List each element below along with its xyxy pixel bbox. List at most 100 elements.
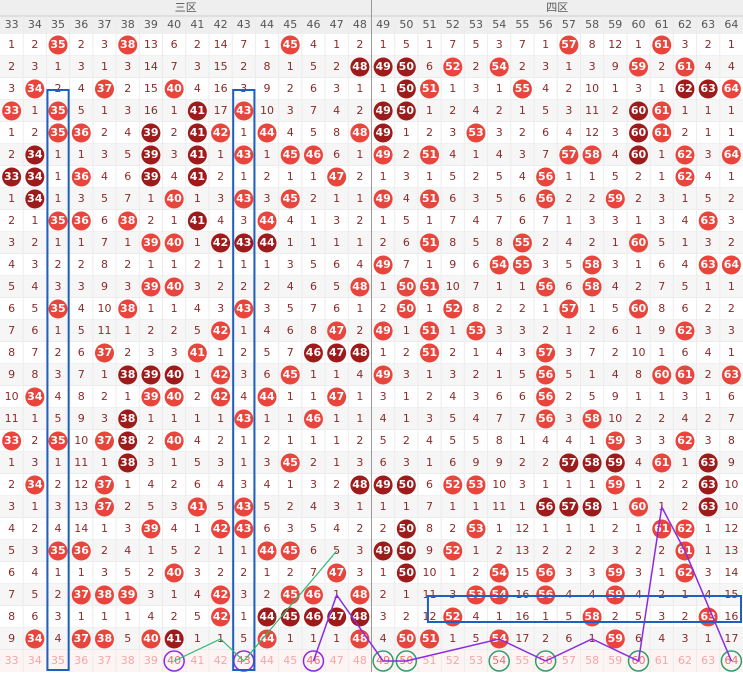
- miss-count: 2: [542, 456, 549, 469]
- hit-number: 63: [701, 82, 716, 95]
- miss-count: 4: [472, 214, 479, 227]
- miss-count: 8: [589, 38, 596, 51]
- miss-count: 1: [426, 368, 433, 381]
- hit-number: 44: [259, 632, 275, 645]
- miss-count: 1: [124, 236, 131, 249]
- hit-number: 35: [50, 214, 65, 227]
- hit-ball: [257, 629, 277, 649]
- miss-count: 7: [496, 412, 503, 425]
- hit-number: 62: [677, 566, 692, 579]
- hit-number: 50: [399, 478, 415, 491]
- miss-count: 5: [147, 500, 154, 513]
- miss-count: 1: [310, 214, 317, 227]
- miss-count: 3: [31, 60, 38, 73]
- miss-count: 2: [635, 544, 642, 557]
- miss-count: 3: [55, 368, 62, 381]
- hit-ball: [257, 387, 277, 407]
- miss-count: 1: [217, 412, 224, 425]
- hit-ball: [234, 519, 254, 539]
- miss-count: 3: [101, 566, 108, 579]
- hit-ball: [164, 189, 184, 209]
- miss-count: 8: [8, 346, 15, 359]
- hit-number: 48: [352, 346, 367, 359]
- hit-ball: [187, 497, 207, 517]
- hit-number: 47: [329, 566, 344, 579]
- hit-number: 49: [375, 544, 390, 557]
- miss-count: 6: [264, 522, 271, 535]
- miss-count: 1: [589, 434, 596, 447]
- hit-number: 44: [259, 126, 275, 139]
- hit-ball: [373, 541, 393, 561]
- hit-ball: [71, 167, 91, 187]
- miss-count: 2: [705, 412, 712, 425]
- miss-count: 3: [101, 148, 108, 161]
- hit-number: 60: [654, 368, 670, 381]
- miss-count: 3: [78, 60, 85, 73]
- footer-number: 58: [585, 654, 599, 667]
- miss-count: 4: [705, 346, 712, 359]
- miss-count: 2: [403, 148, 410, 161]
- miss-count: 3: [8, 500, 15, 513]
- column-number: 45: [283, 18, 297, 31]
- hit-number: 49: [375, 258, 390, 271]
- miss-count: 3: [658, 610, 665, 623]
- miss-count: 2: [124, 82, 131, 95]
- miss-count: 1: [635, 522, 642, 535]
- miss-count: 3: [8, 236, 15, 249]
- hit-number: 36: [74, 126, 90, 139]
- hit-number: 62: [677, 82, 692, 95]
- hit-ball: [698, 211, 718, 231]
- column-number: 53: [469, 18, 483, 31]
- hit-ball: [280, 365, 300, 385]
- miss-count: 9: [612, 390, 619, 403]
- hit-ball: [280, 145, 300, 165]
- miss-count: 5: [589, 390, 596, 403]
- hit-number: 52: [445, 60, 460, 73]
- hit-number: 34: [27, 390, 43, 403]
- miss-count: 2: [310, 456, 317, 469]
- miss-count: 15: [214, 60, 228, 73]
- hit-number: 60: [631, 302, 647, 315]
- miss-count: 1: [78, 566, 85, 579]
- hit-number: 41: [190, 346, 205, 359]
- guide-line: [173, 550, 338, 662]
- hit-ball: [559, 145, 579, 165]
- miss-count: 5: [8, 544, 15, 557]
- miss-count: 1: [333, 38, 340, 51]
- miss-count: 2: [55, 82, 62, 95]
- hit-number: 44: [259, 610, 275, 623]
- miss-count: 7: [310, 104, 317, 117]
- hit-number: 48: [352, 60, 367, 73]
- miss-count: 2: [356, 170, 363, 183]
- hit-ball: [350, 123, 370, 143]
- column-number: 50: [399, 18, 413, 31]
- miss-count: 1: [78, 610, 85, 623]
- miss-count: 1: [380, 170, 387, 183]
- hit-ball: [48, 123, 68, 143]
- hit-ball: [257, 541, 277, 561]
- footer-number: 59: [608, 654, 622, 667]
- miss-count: 2: [287, 566, 294, 579]
- miss-count: 1: [101, 456, 108, 469]
- miss-count: 6: [519, 192, 526, 205]
- column-number: 61: [655, 18, 669, 31]
- miss-count: 11: [585, 104, 599, 117]
- hit-number: 49: [375, 148, 390, 161]
- miss-count: 1: [496, 610, 503, 623]
- hit-ball: [466, 519, 486, 539]
- hit-number: 49: [375, 192, 390, 205]
- hit-ball: [698, 497, 718, 517]
- miss-count: 4: [287, 280, 294, 293]
- miss-count: 1: [426, 456, 433, 469]
- hit-number: 45: [283, 610, 298, 623]
- miss-count: 3: [171, 346, 178, 359]
- miss-count: 1: [78, 236, 85, 249]
- miss-count: 10: [724, 478, 738, 491]
- hit-number: 34: [27, 192, 43, 205]
- miss-count: 1: [449, 632, 456, 645]
- miss-count: 1: [356, 82, 363, 95]
- hit-number: 38: [120, 368, 135, 381]
- miss-count: 13: [144, 38, 158, 51]
- miss-count: 3: [496, 324, 503, 337]
- miss-count: 1: [449, 82, 456, 95]
